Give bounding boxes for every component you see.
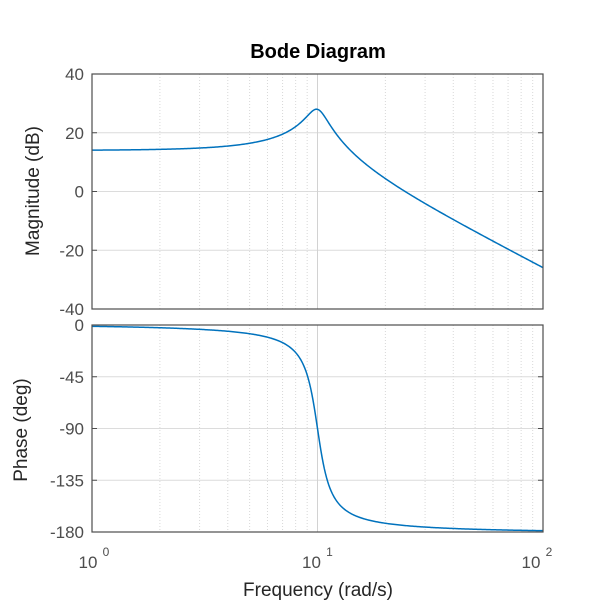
ytick-label: -90: [59, 420, 84, 439]
xtick-exponent: 0: [103, 545, 110, 559]
magnitude-axes-box: [91, 73, 544, 310]
ytick-label: -180: [50, 523, 84, 542]
ytick-label: 20: [65, 124, 84, 143]
ytick-label: -135: [50, 471, 84, 490]
xtick-exponent: 1: [326, 545, 333, 559]
phase-axes-box: [91, 324, 544, 533]
magnitude-series: [92, 108, 544, 269]
phase-series: [91, 325, 544, 532]
xtick-exponent: 2: [546, 545, 553, 559]
ytick-label: -40: [59, 300, 84, 319]
phase-ylabel: Phase (deg): [11, 378, 32, 482]
ytick-label: 0: [75, 316, 84, 335]
xtick-label: 10: [302, 553, 321, 572]
phase-curve: [91, 325, 544, 532]
phase-ytick-labels: 0 -45 -90 -135 -180: [50, 316, 84, 542]
ytick-label: -20: [59, 241, 84, 260]
ytick-label: -45: [59, 368, 84, 387]
x-axis-label: Frequency (rad/s): [243, 580, 393, 600]
xtick-label: 10: [79, 553, 98, 572]
ytick-label: 40: [65, 65, 84, 84]
x-tick-labels: 10 0 10 1 10 2: [79, 545, 553, 572]
magnitude-ylabel: Magnitude (dB): [23, 126, 44, 256]
magnitude-curve: [92, 108, 544, 269]
phase-panel: 0 -45 -90 -135 -180 Phase (deg): [11, 316, 544, 542]
magnitude-panel: 40 20 0 -20 -40 Magnitude (dB): [23, 65, 544, 319]
ytick-label: 0: [75, 183, 84, 202]
xtick-label: 10: [522, 553, 541, 572]
chart-title: Bode Diagram: [250, 41, 386, 63]
magnitude-ytick-labels: 40 20 0 -20 -40: [59, 65, 84, 319]
